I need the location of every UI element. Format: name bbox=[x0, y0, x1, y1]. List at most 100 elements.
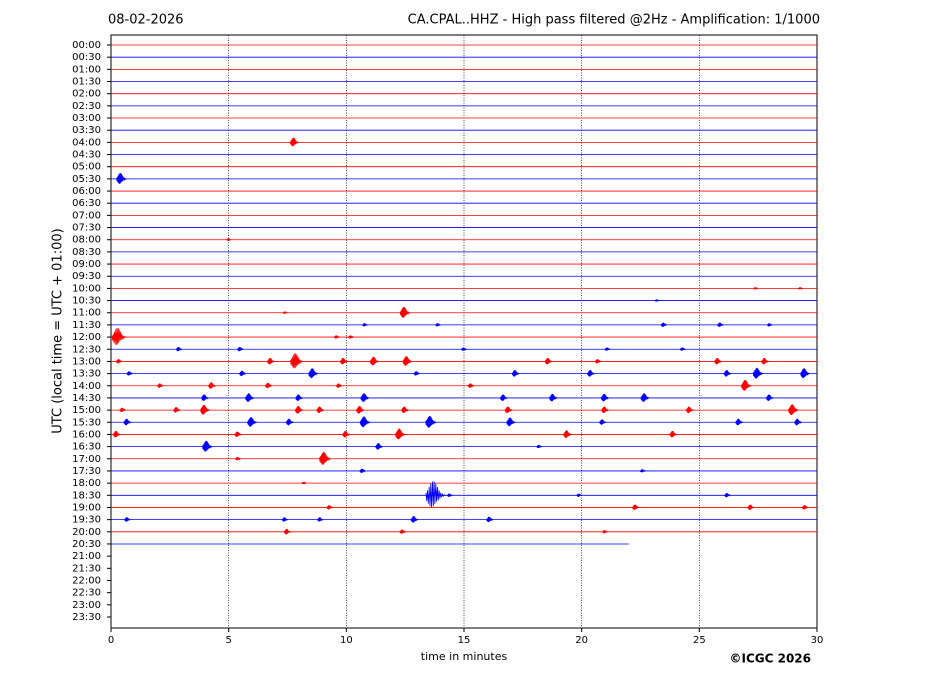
copyright: ©ICGC 2026 bbox=[729, 652, 811, 666]
y-tick-label: 08:30 bbox=[72, 247, 101, 258]
y-tick-label: 23:30 bbox=[72, 612, 101, 623]
y-tick-label: 07:00 bbox=[72, 210, 101, 221]
seismic-event bbox=[359, 468, 366, 473]
seismic-event bbox=[563, 430, 572, 438]
seismic-event bbox=[669, 430, 678, 438]
seismic-event bbox=[289, 137, 300, 147]
y-tick-label: 08:00 bbox=[72, 235, 101, 246]
seismic-event bbox=[723, 370, 732, 377]
seismic-event bbox=[602, 530, 608, 534]
y-tick-label: 00:30 bbox=[72, 52, 101, 63]
y-tick-label: 05:30 bbox=[72, 174, 101, 185]
seismic-event bbox=[413, 371, 420, 376]
seismic-event bbox=[208, 382, 216, 389]
seismic-event bbox=[600, 393, 610, 402]
x-tick-label: 20 bbox=[575, 635, 588, 646]
seismic-event bbox=[281, 517, 289, 522]
seismic-event bbox=[679, 347, 686, 351]
seismic-event bbox=[640, 393, 650, 402]
seismic-event bbox=[410, 516, 419, 523]
y-tick-label: 11:00 bbox=[72, 308, 101, 319]
seismic-event bbox=[237, 346, 244, 352]
seismic-event bbox=[124, 517, 131, 522]
seismic-event bbox=[604, 347, 611, 351]
seismic-event bbox=[654, 298, 660, 302]
chart-title: CA.CPAL..HHZ - High pass filtered @2Hz -… bbox=[408, 13, 820, 28]
y-tick-label: 19:30 bbox=[72, 515, 101, 526]
y-tick-label: 22:30 bbox=[72, 588, 101, 599]
seismic-event bbox=[294, 406, 304, 414]
y-tick-label: 06:00 bbox=[72, 186, 101, 197]
y-tick-label: 18:30 bbox=[72, 490, 101, 501]
seismic-event bbox=[486, 516, 494, 523]
seismic-event bbox=[245, 393, 255, 402]
seismic-event bbox=[467, 383, 475, 388]
y-tick-label: 20:00 bbox=[72, 527, 101, 538]
seismic-event bbox=[587, 370, 595, 377]
y-tick-label: 17:30 bbox=[72, 466, 101, 477]
seismic-event bbox=[334, 335, 340, 339]
seismic-event bbox=[234, 431, 242, 437]
y-tick-label: 22:00 bbox=[72, 575, 101, 586]
x-tick-label: 15 bbox=[458, 635, 471, 646]
seismic-event bbox=[316, 406, 325, 414]
seismic-event bbox=[116, 173, 127, 184]
seismic-event bbox=[511, 370, 520, 377]
seismic-event bbox=[536, 444, 543, 449]
y-tick-label: 14:00 bbox=[72, 381, 101, 392]
seismic-event bbox=[685, 406, 694, 414]
seismic-event bbox=[767, 323, 773, 327]
y-tick-label: 21:00 bbox=[72, 551, 101, 562]
y-tick-label: 23:00 bbox=[72, 600, 101, 611]
y-tick-label: 13:30 bbox=[72, 369, 101, 380]
seismic-event bbox=[549, 393, 558, 402]
x-tick-label: 5 bbox=[225, 635, 231, 646]
y-tick-label: 09:30 bbox=[72, 271, 101, 282]
seismic-event bbox=[724, 492, 731, 498]
seismic-event bbox=[126, 371, 133, 376]
seismic-event bbox=[340, 357, 348, 365]
seismic-event bbox=[295, 394, 304, 401]
y-tick-label: 20:30 bbox=[72, 539, 101, 550]
seismic-event bbox=[360, 393, 370, 402]
y-tick-label: 10:30 bbox=[72, 296, 101, 307]
seismic-event bbox=[402, 356, 413, 366]
seismic-event bbox=[425, 481, 446, 508]
y-tick-label: 07:30 bbox=[72, 223, 101, 234]
y-tick-label: 00:00 bbox=[72, 40, 101, 51]
seismic-event bbox=[714, 357, 722, 365]
seismic-event bbox=[741, 379, 752, 391]
seismic-event bbox=[317, 517, 324, 522]
seismic-event bbox=[202, 440, 213, 452]
y-axis-label: UTC (local time = UTC + 01:00) bbox=[51, 228, 66, 433]
y-tick-label: 17:00 bbox=[72, 454, 101, 465]
seismic-event bbox=[461, 347, 467, 352]
x-tick-label: 0 bbox=[108, 635, 114, 646]
seismic-event bbox=[267, 357, 275, 365]
seismic-event bbox=[660, 322, 668, 327]
seismic-event bbox=[283, 528, 291, 535]
seismic-event bbox=[399, 529, 406, 534]
seismic-event bbox=[500, 394, 508, 401]
seismic-event bbox=[800, 368, 811, 379]
y-tick-label: 15:00 bbox=[72, 405, 101, 416]
y-tick-label: 03:00 bbox=[72, 113, 101, 124]
seismic-event bbox=[401, 406, 409, 414]
y-tick-label: 01:00 bbox=[72, 64, 101, 75]
seismic-event bbox=[753, 287, 758, 290]
seismic-event bbox=[747, 504, 755, 510]
seismic-event bbox=[235, 457, 241, 461]
seismic-event bbox=[282, 311, 288, 314]
seismic-event bbox=[285, 418, 294, 426]
y-tick-label: 14:30 bbox=[72, 393, 101, 404]
seismic-event bbox=[601, 406, 609, 414]
seismic-event bbox=[576, 493, 582, 497]
seismic-event bbox=[794, 418, 803, 426]
date: 08-02-2026 bbox=[108, 13, 184, 28]
seismic-event bbox=[632, 504, 640, 510]
y-tick-label: 06:30 bbox=[72, 198, 101, 209]
seismic-event bbox=[639, 469, 646, 473]
seismic-event bbox=[157, 383, 164, 388]
seismic-event bbox=[348, 335, 354, 339]
seismic-event bbox=[797, 287, 803, 291]
